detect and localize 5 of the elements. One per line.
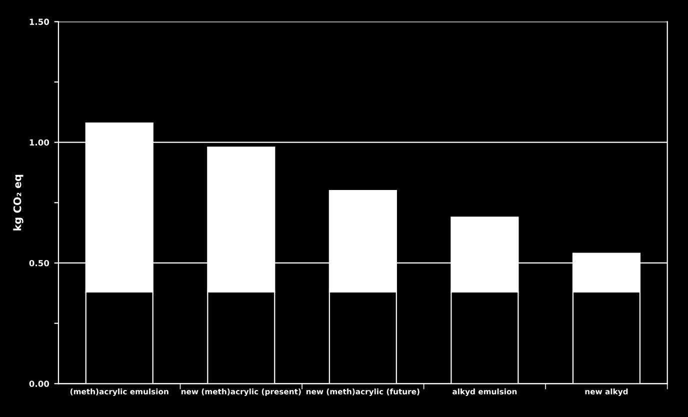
y-axis-title: kg CO₂ eq [13,174,24,230]
y-tick-label: 1.00 [30,139,50,146]
y-tick-label: 0.50 [29,260,50,266]
y-tick-label: 0.00 [29,380,50,387]
y-tick-label: 1.50 [30,18,50,25]
